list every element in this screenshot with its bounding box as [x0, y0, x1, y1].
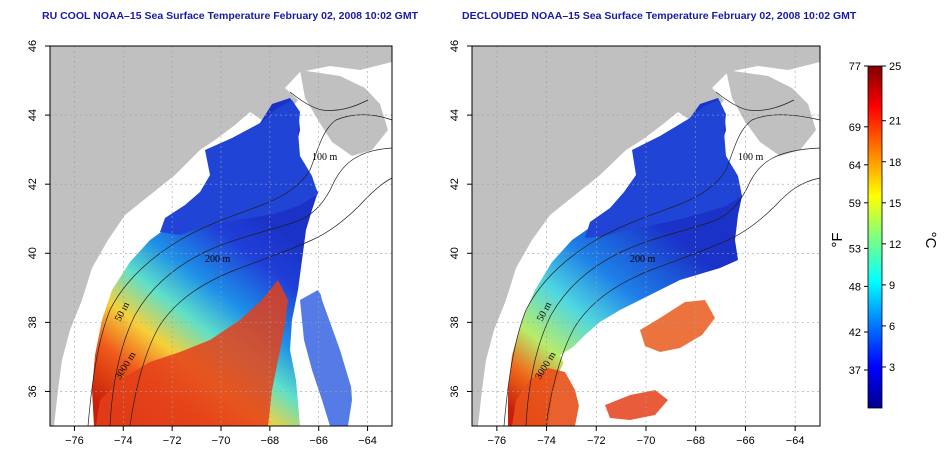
right-contour-label-100m: 100 m: [738, 152, 764, 163]
right-lon-tick-label: −68: [686, 435, 705, 447]
right-bathymetry-contours: [503, 91, 821, 427]
left-eastern-cloud-streaks: [300, 290, 352, 426]
right-gulf-of-maine-cold: [585, 100, 742, 238]
colorbar-fahrenheit-tick-label: 48: [849, 281, 861, 293]
left-longitude-ticks: −76 −74 −72 −70 −68 −66 −64: [65, 426, 377, 447]
left-lon-tick-label: −72: [163, 435, 182, 447]
colorbar-fahrenheit-tick-label: 77: [849, 61, 861, 73]
right-lat-tick-label: 46: [449, 40, 461, 52]
colorbar-fahrenheit-tick-label: 53: [849, 243, 861, 255]
colorbar-fahrenheit-tick-label: 69: [849, 122, 861, 134]
colorbar-celsius-tick-label: 21: [889, 116, 901, 128]
colorbar-celsius-tick-label: 9: [889, 280, 895, 292]
right-lat-tick-label: 44: [449, 109, 461, 121]
colorbar-celsius-tick-label: 15: [889, 198, 901, 210]
colorbar-celsius-tick-label: 18: [889, 157, 901, 169]
colorbar-celsius-tick-label: 25: [889, 61, 901, 73]
right-lon-tick-label: −64: [786, 435, 805, 447]
left-land-mass: [50, 46, 392, 426]
left-warm-core: [96, 280, 288, 426]
right-lat-tick-label: 36: [449, 385, 461, 397]
colorbar-celsius-label: °C: [922, 232, 939, 249]
temperature-colorbar: 77 69 64 59 53 48 42 37 25 21 18 15 12 9 6 3 °F °C: [829, 61, 939, 409]
colorbar-celsius-tick-label: 3: [889, 362, 895, 374]
left-map-gridlines: [50, 45, 392, 426]
right-lat-tick-label: 38: [449, 316, 461, 328]
right-lon-tick-label: −74: [537, 435, 556, 447]
right-lon-tick-label: −72: [587, 435, 606, 447]
right-lat-tick-label: 40: [449, 247, 461, 259]
left-contour-label-100m: 100 m: [312, 152, 338, 163]
colorbar-fahrenheit-tick-label: 42: [849, 327, 861, 339]
right-contour-label-200m: 200 m: [630, 254, 656, 265]
left-lon-tick-label: −74: [114, 435, 133, 447]
colorbar-fahrenheit-ticks: 77 69 64 59 53 48 42 37: [849, 61, 868, 377]
left-contour-label-200m: 200 m: [205, 254, 231, 265]
right-latitude-ticks: 36 38 40 42 44 46: [449, 40, 472, 398]
left-lat-tick-label: 38: [27, 316, 39, 328]
right-longitude-ticks: −76 −74 −72 −70 −68 −66 −64: [488, 426, 805, 447]
left-sst-map: 100 m 200 m 50 m 3000 m −76 −74 −72 −70 −68−…: [27, 40, 393, 447]
right-lon-tick-label: −70: [637, 435, 656, 447]
left-nova-scotia-land: [300, 70, 388, 156]
left-gulf-of-maine-cold: [160, 100, 318, 235]
right-warm-patches-south: [605, 390, 668, 420]
left-lon-tick-label: −68: [261, 435, 280, 447]
right-map-title: DECLOUDED NOAA–15 Sea Surface Temperatur…: [462, 10, 857, 22]
right-lon-tick-label: −76: [488, 435, 507, 447]
left-lon-tick-label: −76: [65, 435, 84, 447]
left-lon-tick-label: −70: [212, 435, 231, 447]
left-map-title: RU COOL NOAA–15 Sea Surface Temperature …: [42, 10, 419, 22]
left-lat-tick-label: 40: [27, 247, 39, 259]
left-cloud-white: [308, 230, 392, 426]
right-land-mass: [472, 46, 820, 426]
colorbar-fahrenheit-tick-label: 64: [849, 160, 861, 172]
colorbar-celsius-tick-label: 6: [889, 321, 895, 333]
colorbar-gradient: [867, 65, 883, 409]
right-warm-patches-east: [640, 300, 715, 352]
right-lon-tick-label: −66: [736, 435, 755, 447]
left-lon-tick-label: −66: [309, 435, 328, 447]
left-lon-tick-label: −64: [358, 435, 377, 447]
colorbar-celsius-ticks: 25 21 18 15 12 9 6 3: [882, 61, 901, 374]
left-lat-tick-label: 42: [27, 178, 39, 190]
right-lat-tick-label: 42: [449, 178, 461, 190]
colorbar-fahrenheit-tick-label: 37: [849, 365, 861, 377]
colorbar-fahrenheit-label: °F: [829, 232, 846, 247]
right-cloud-removed-white: [560, 330, 670, 426]
left-lat-tick-label: 46: [27, 40, 39, 52]
right-nova-scotia-land: [726, 70, 816, 156]
left-lat-tick-label: 44: [27, 109, 39, 121]
colorbar-celsius-tick-label: 12: [889, 239, 901, 251]
colorbar-fahrenheit-tick-label: 59: [849, 198, 861, 210]
left-latitude-ticks: 36 38 40 42 44 46: [27, 40, 50, 398]
right-sst-map: 100 m 200 m 50 m 3000 m −76 −74 −72 −70 −68−…: [449, 40, 821, 447]
left-bathymetry-contours: [87, 91, 393, 427]
left-lat-tick-label: 36: [27, 385, 39, 397]
